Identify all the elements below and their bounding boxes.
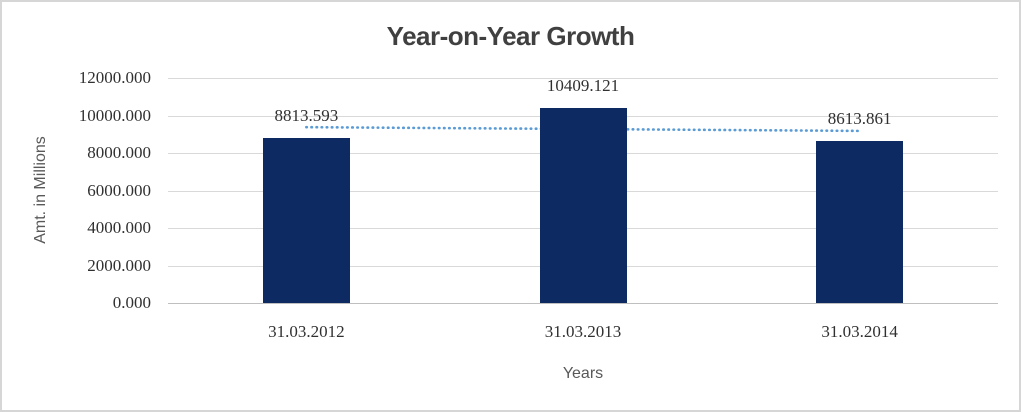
data-label: 8813.593 — [274, 105, 339, 125]
y-tick-label: 4000.000 — [87, 218, 151, 237]
chart-title: Year-on-Year Growth — [386, 21, 635, 51]
y-tick-label: 6000.000 — [87, 180, 151, 200]
y-tick-label: 8000.000 — [87, 143, 151, 162]
y-tick-label: 12000.000 — [78, 68, 151, 87]
data-label: 8613.861 — [827, 109, 892, 129]
bar-31.03.2014 — [816, 141, 904, 303]
category-label: 31.03.2014 — [821, 322, 898, 341]
x-axis-line — [168, 303, 998, 304]
y-tick-label: 2000.000 — [87, 255, 151, 275]
y-tick-label: 10000.000 — [78, 105, 151, 125]
bar-31.03.2012 — [262, 137, 350, 303]
y-tick-label: 0.000 — [112, 293, 151, 312]
gridline — [168, 78, 998, 79]
bar-31.03.2013 — [539, 107, 627, 303]
x-axis-title: Years — [562, 365, 604, 382]
data-label: 10409.121 — [546, 75, 620, 95]
category-label: 31.03.2012 — [268, 322, 345, 341]
category-label: 31.03.2013 — [544, 322, 622, 341]
